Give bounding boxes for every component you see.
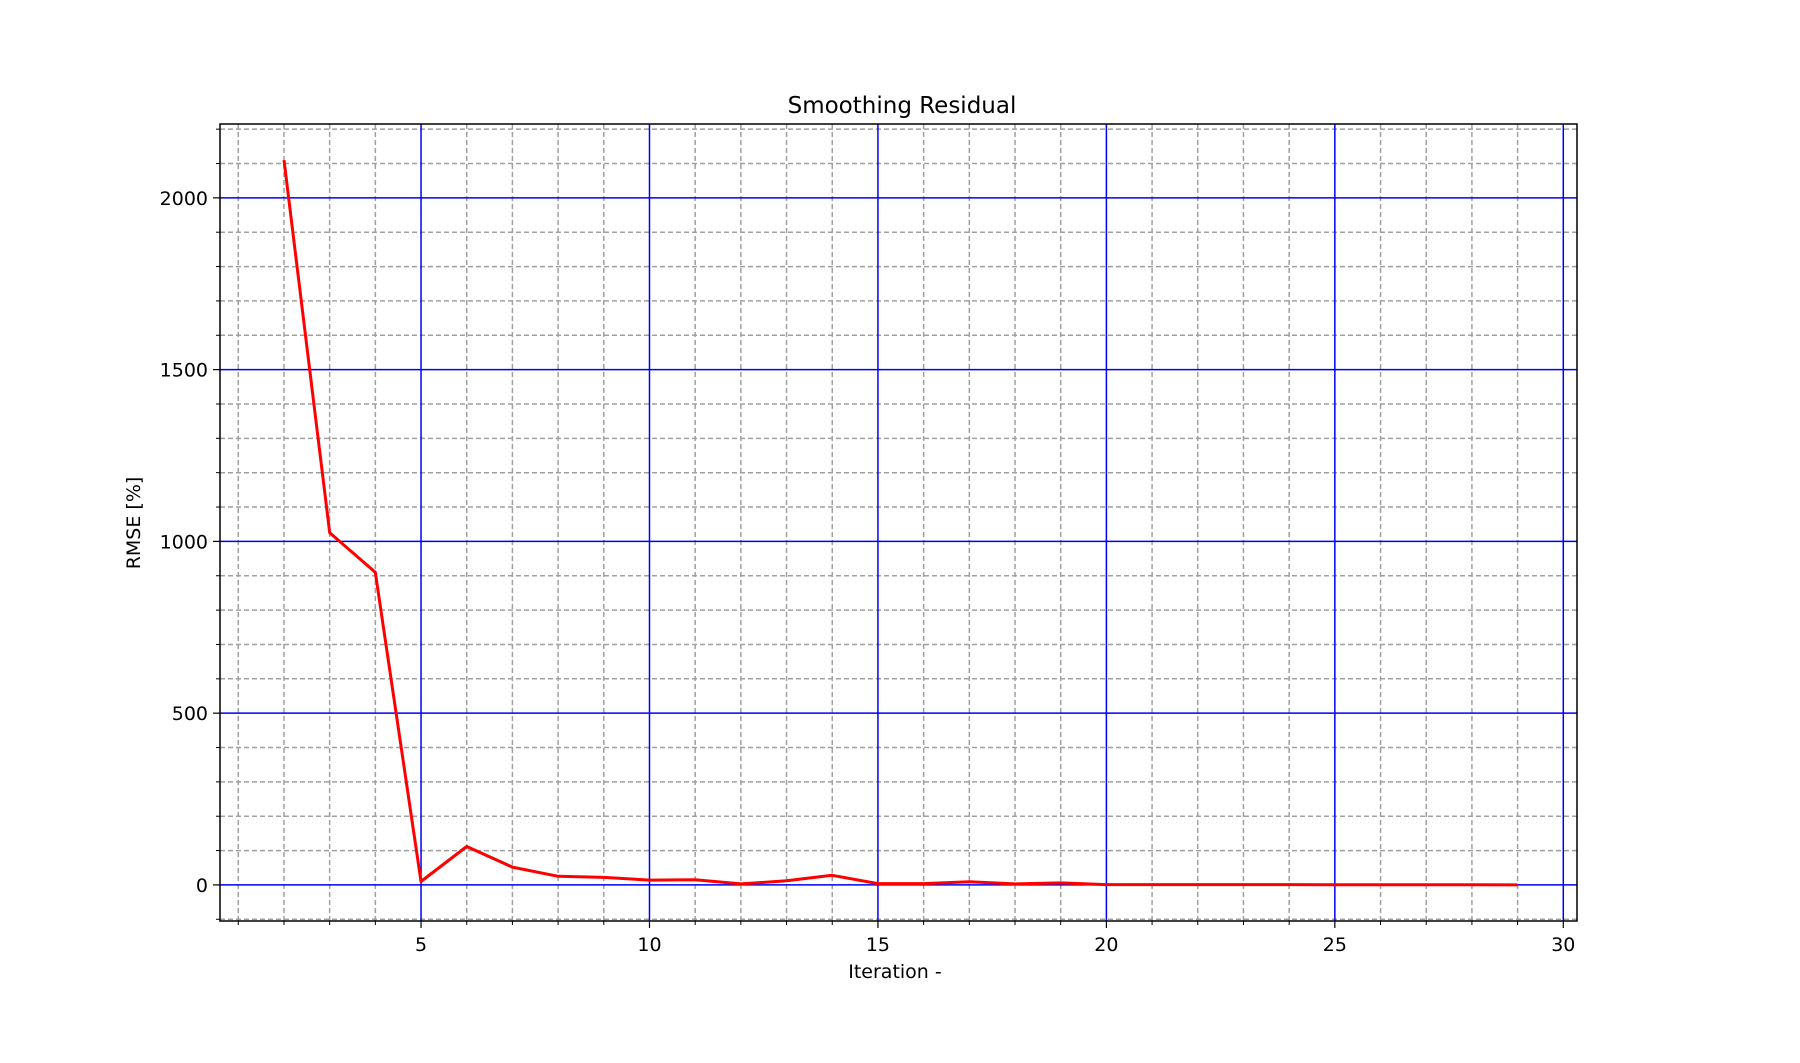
- y-tick-label: 2000: [160, 188, 208, 210]
- x-tick-label: 15: [866, 934, 890, 956]
- ticks-layer: 5 10 15 20 25 30 0 500 1000 1500 2000: [160, 128, 1575, 956]
- x-tick-label: 30: [1551, 934, 1575, 956]
- x-tick-label: 10: [637, 934, 661, 956]
- x-tick-label: 5: [415, 934, 427, 956]
- x-tick-label: 25: [1323, 934, 1347, 956]
- chart-title: Smoothing Residual: [788, 93, 1017, 119]
- y-tick-label: 1000: [160, 531, 208, 553]
- y-tick-label: 1500: [160, 360, 208, 382]
- plot-frame: [219, 123, 1578, 922]
- x-tick-label: 20: [1094, 934, 1118, 956]
- y-tick-label: 500: [172, 703, 208, 725]
- series-layer: [282, 159, 1518, 887]
- minor-grid: [220, 124, 1577, 921]
- y-tick-label: 0: [196, 875, 208, 897]
- y-axis-label: RMSE [%]: [123, 477, 145, 570]
- series-line: [282, 159, 1518, 887]
- x-axis-label: Iteration -: [848, 961, 942, 983]
- major-grid: [220, 124, 1577, 921]
